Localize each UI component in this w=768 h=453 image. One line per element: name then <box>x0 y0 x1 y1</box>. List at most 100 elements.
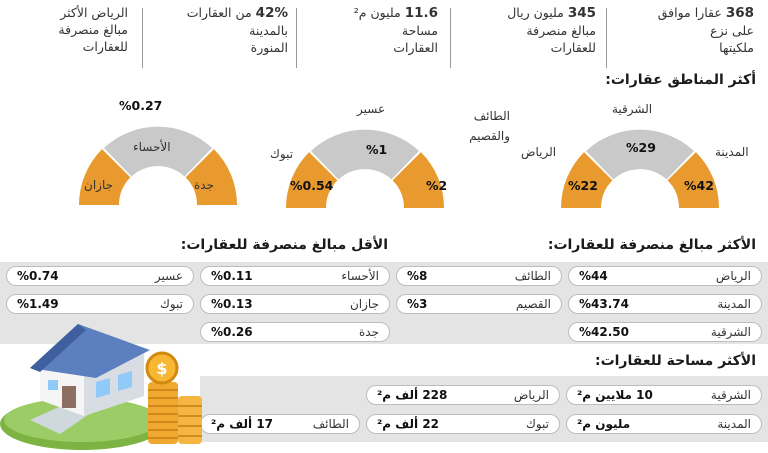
list-item-least-paid: تبوك %1.49 <box>6 294 194 314</box>
list-item-least-paid: عسير %0.74 <box>6 266 194 286</box>
region-name: المدينة <box>717 417 751 431</box>
gauge-segment-left <box>78 149 131 205</box>
stat-value: 42% <box>255 5 288 21</box>
gauge-value: %0.54 <box>290 178 334 193</box>
region-value: %8 <box>407 269 428 283</box>
gauge-label: الأحساء <box>133 140 171 154</box>
region-name: جدة <box>358 325 379 339</box>
gauge-segment-left <box>560 152 613 208</box>
gauge-segment-top <box>104 126 212 177</box>
coin-symbol: $ <box>156 359 167 378</box>
stat-line: مليون م² <box>353 5 401 20</box>
region-value: 10 ملايين م² <box>577 388 653 402</box>
stat-line: مبالغ منصرفة <box>526 23 596 38</box>
list-item-paid: القصيم %3 <box>396 294 562 314</box>
divider <box>606 8 607 68</box>
region-name: تبوك <box>159 297 183 311</box>
section-title-largest-area: الأكثر مساحة للعقارات: <box>594 353 756 369</box>
region-name: الرياض <box>715 269 751 283</box>
gauge-segment-top <box>311 129 419 180</box>
region-value: %3 <box>407 297 428 311</box>
gauge-label: جازان <box>84 178 114 192</box>
stat-amount-paid: 345 مليون ريال مبالغ منصرفة للعقارات <box>471 4 596 70</box>
gauge-label: تبوك <box>270 147 294 161</box>
region-value: %1.49 <box>17 297 59 311</box>
list-item-area: الشرقية 10 ملايين م² <box>566 385 762 405</box>
gauge-value: %29 <box>626 140 656 155</box>
coin-icon <box>145 351 179 385</box>
divider <box>142 8 143 68</box>
stat-value: 368 <box>725 5 754 21</box>
region-value: %0.74 <box>17 269 59 283</box>
divider <box>450 8 451 68</box>
region-value: %0.26 <box>211 325 253 339</box>
region-value: %42.50 <box>579 325 629 339</box>
region-name: جازان <box>349 297 379 311</box>
stat-line: للعقارات <box>82 39 128 54</box>
coin-stack <box>148 382 202 444</box>
region-name: الشرقية <box>710 388 751 402</box>
list-item-least-paid: جدة %0.26 <box>200 322 390 342</box>
list-item-paid: الطائف %8 <box>396 266 562 286</box>
list-item-area: الطائف 17 ألف م² <box>200 414 360 434</box>
list-item-least-paid: الأحساء %0.11 <box>200 266 390 286</box>
stat-line: عقارا موافق <box>657 5 722 20</box>
stat-line: مبالغ منصرفة <box>58 22 128 37</box>
stat-value: 345 <box>567 5 596 21</box>
gauge-label: الطائف والقصيم <box>469 109 510 143</box>
region-value: 17 ألف م² <box>211 417 274 431</box>
house-illustration: $ <box>0 324 202 450</box>
region-value: 228 ألف م² <box>377 388 448 402</box>
gauge-segment-right <box>185 149 238 205</box>
gauge-label: الرياض <box>521 145 557 159</box>
gauge-segment-left <box>285 152 338 208</box>
list-item-area: المدينة مليون م² <box>566 414 762 434</box>
region-name: عسير <box>154 269 183 283</box>
gauge-value: %0.27 <box>119 98 163 113</box>
gauge-label: الشرقية <box>612 102 653 116</box>
gauge-value: %42 <box>684 178 714 193</box>
stat-riyadh-most-paid: الرياض الأكثر مبالغ منصرفة للعقارات <box>8 4 128 70</box>
gauge-value: %1 <box>366 142 388 157</box>
gauges-graphic <box>78 126 720 208</box>
gauge-value: %22 <box>568 178 598 193</box>
stat-value: 11.6 <box>404 5 438 21</box>
region-value: %43.74 <box>579 297 629 311</box>
gauge-segment-right <box>392 152 445 208</box>
region-value: %0.13 <box>211 297 253 311</box>
region-value: 22 ألف م² <box>377 417 440 431</box>
stat-line: الرياض الأكثر <box>60 5 128 20</box>
region-name: الأحساء <box>341 269 379 283</box>
region-name: الطائف <box>514 269 551 283</box>
list-item-area: تبوك 22 ألف م² <box>366 414 560 434</box>
stat-line: العقارات <box>393 40 438 55</box>
stat-madinah-share: 42% من العقارات بالمدينة المنورة <box>178 4 288 70</box>
gauge-label: جدة <box>194 178 215 192</box>
stat-line: من العقارات <box>186 5 252 20</box>
region-name: الرياض <box>513 388 549 402</box>
stat-properties-approved: 368 عقارا موافق على نزع ملكيتها <box>634 4 754 70</box>
list-item-most-paid: الرياض %44 <box>568 266 762 286</box>
stat-line: المنورة <box>250 40 288 55</box>
gauge-label: المدينة <box>715 145 749 159</box>
list-item-least-paid: جازان %0.13 <box>200 294 390 314</box>
list-item-most-paid: المدينة %43.74 <box>568 294 762 314</box>
region-value: مليون م² <box>577 417 631 431</box>
gauge-value: %2 <box>426 178 448 193</box>
stat-line: ملكيتها <box>719 40 754 55</box>
section-title-least-paid: الأقل مبالغ منصرفة للعقارات: <box>180 237 388 253</box>
stat-line: على نزع <box>710 23 754 38</box>
stat-line: بالمدينة <box>249 23 288 38</box>
region-name: تبوك <box>525 417 549 431</box>
stat-area: 11.6 مليون م² مساحة العقارات <box>328 4 438 70</box>
gauge-label: عسير <box>357 102 386 116</box>
region-name: الشرقية <box>710 325 751 339</box>
region-name: الطائف <box>312 417 349 431</box>
divider <box>296 8 297 68</box>
region-name: القصيم <box>515 297 551 311</box>
list-item-most-paid: الشرقية %42.50 <box>568 322 762 342</box>
section-title-top-regions: أكثر المناطق عقارات: <box>605 72 756 88</box>
region-value: %0.11 <box>211 269 253 283</box>
stat-line: مليون ريال <box>507 5 564 20</box>
list-item-area: الرياض 228 ألف م² <box>366 385 560 405</box>
